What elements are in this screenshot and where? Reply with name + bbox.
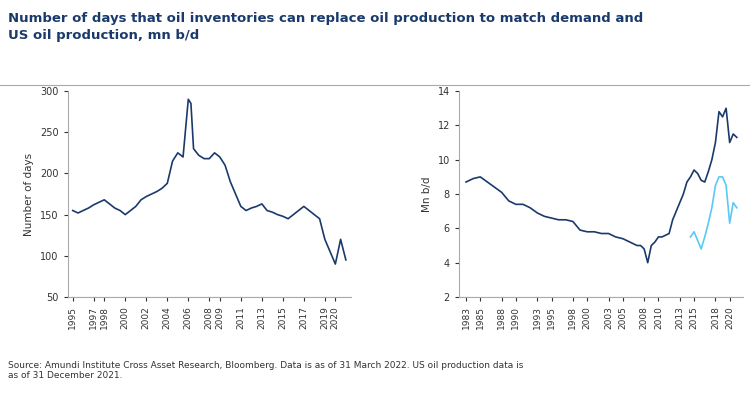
Y-axis label: Number of days: Number of days: [24, 152, 34, 236]
Y-axis label: Mn b/d: Mn b/d: [422, 176, 432, 212]
Text: Number of days that oil inventories can replace oil production to match demand a: Number of days that oil inventories can …: [8, 12, 643, 42]
Text: Source: Amundi Institute Cross Asset Research, Bloomberg. Data is as of 31 March: Source: Amundi Institute Cross Asset Res…: [8, 361, 523, 380]
Legend: Total production, Shale oil production: Total production, Shale oil production: [406, 393, 682, 396]
